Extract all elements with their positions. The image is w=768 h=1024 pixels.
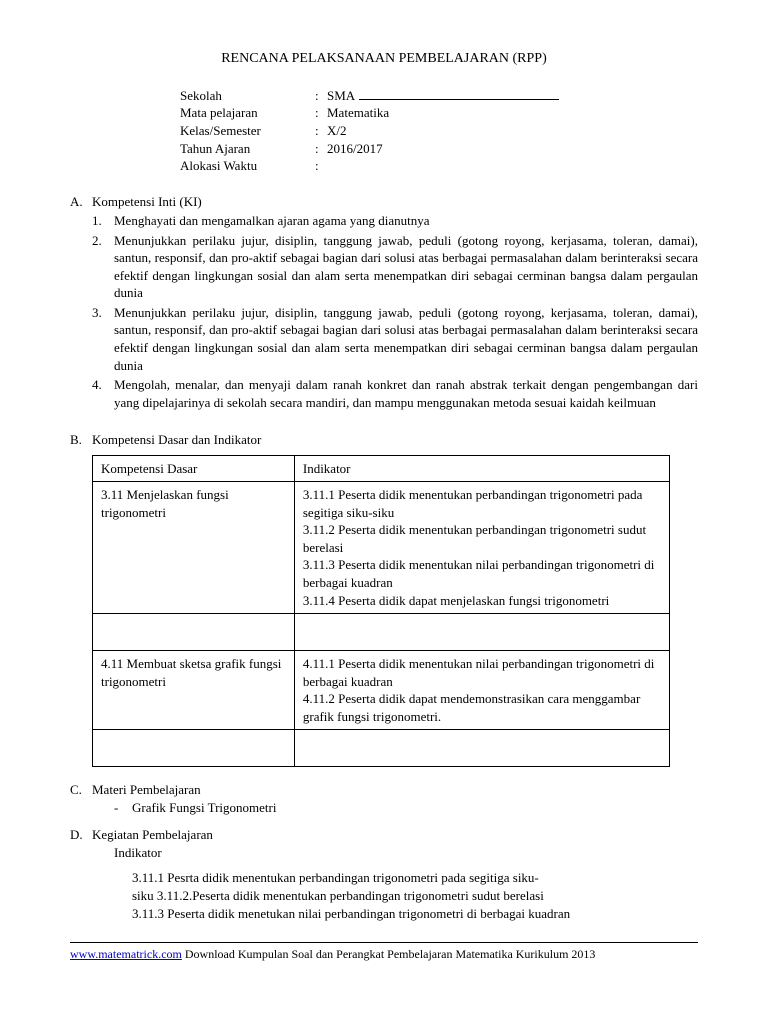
table-cell-indikator: 3.11.1 Peserta didik menentukan perbandi… — [294, 482, 669, 614]
indikator-line: 3.11.2 Peserta didik menentukan perbandi… — [303, 521, 661, 556]
meta-tahun-value: 2016/2017 — [327, 140, 698, 158]
section-letter: A. — [70, 193, 92, 414]
section-d: D. Kegiatan Pembelajaran Indikator 3.11.… — [70, 826, 698, 922]
ki-item: Menunjukkan perilaku jujur, disiplin, ta… — [114, 304, 698, 374]
colon: : — [315, 157, 327, 175]
indikator-d-line: siku 3.11.2.Peserta didik menentukan per… — [132, 887, 698, 905]
meta-mapel-value: Matematika — [327, 104, 698, 122]
meta-alokasi-label: Alokasi Waktu — [180, 157, 315, 175]
meta-kelas-value: X/2 — [327, 122, 698, 140]
table-cell-indikator: 4.11.1 Peserta didik menentukan nilai pe… — [294, 651, 669, 730]
ki-item: Menunjukkan perilaku jujur, disiplin, ta… — [114, 232, 698, 302]
meta-block: Sekolah : SMA Mata pelajaran : Matematik… — [180, 87, 698, 175]
list-number: 3. — [92, 304, 114, 374]
section-c-heading: Materi Pembelajaran — [92, 781, 698, 799]
section-d-sub: Indikator — [114, 844, 698, 862]
table-header: Indikator — [294, 455, 669, 482]
footer-link[interactable]: www.matematrick.com — [70, 947, 182, 961]
indikator-line: 4.11.2 Peserta didik dapat mendemonstras… — [303, 690, 661, 725]
section-a: A. Kompetensi Inti (KI) 1.Menghayati dan… — [70, 193, 698, 414]
section-a-heading: Kompetensi Inti (KI) — [92, 193, 698, 211]
section-c: C. Materi Pembelajaran - Grafik Fungsi T… — [70, 781, 698, 816]
table-cell-kd: 3.11 Menjelaskan fungsi trigonometri — [93, 482, 295, 614]
footer: www.matematrick.com Download Kumpulan So… — [70, 942, 698, 962]
document-title: RENCANA PELAKSANAAN PEMBELAJARAN (RPP) — [70, 50, 698, 69]
table-cell-kd: 4.11 Membuat sketsa grafik fungsi trigon… — [93, 651, 295, 730]
section-b-heading: Kompetensi Dasar dan Indikator — [92, 431, 698, 449]
section-letter: D. — [70, 826, 92, 922]
section-letter: B. — [70, 431, 92, 449]
indikator-line: 4.11.1 Peserta didik menentukan nilai pe… — [303, 655, 661, 690]
section-d-heading: Kegiatan Pembelajaran — [92, 826, 698, 844]
section-b: B. Kompetensi Dasar dan Indikator — [70, 431, 698, 449]
indikator-line: 3.11.3 Peserta didik menentukan nilai pe… — [303, 556, 661, 591]
meta-alokasi-value — [327, 157, 698, 175]
kd-table: Kompetensi Dasar Indikator 3.11 Menjelas… — [92, 455, 670, 768]
colon: : — [315, 87, 327, 105]
colon: : — [315, 104, 327, 122]
indikator-line: 3.11.1 Peserta didik menentukan perbandi… — [303, 486, 661, 521]
ki-item: Menghayati dan mengamalkan ajaran agama … — [114, 212, 698, 230]
meta-tahun-label: Tahun Ajaran — [180, 140, 315, 158]
indikator-line: 3.11.4 Peserta didik dapat menjelaskan f… — [303, 592, 661, 610]
section-letter: C. — [70, 781, 92, 816]
ki-item: Mengolah, menalar, dan menyaji dalam ran… — [114, 376, 698, 411]
footer-text: Download Kumpulan Soal dan Perangkat Pem… — [182, 947, 596, 961]
colon: : — [315, 140, 327, 158]
meta-sekolah-value: SMA — [327, 87, 698, 105]
dash-bullet: - — [114, 799, 132, 817]
materi-item: Grafik Fungsi Trigonometri — [132, 799, 276, 817]
meta-sekolah-label: Sekolah — [180, 87, 315, 105]
list-number: 4. — [92, 376, 114, 411]
colon: : — [315, 122, 327, 140]
meta-kelas-label: Kelas/Semester — [180, 122, 315, 140]
meta-mapel-label: Mata pelajaran — [180, 104, 315, 122]
indikator-d-line: 3.11.3 Peserta didik menetukan nilai per… — [132, 905, 698, 923]
list-number: 2. — [92, 232, 114, 302]
indikator-d-line: 3.11.1 Pesrta didik menentukan perbandin… — [132, 869, 698, 887]
table-header: Kompetensi Dasar — [93, 455, 295, 482]
list-number: 1. — [92, 212, 114, 230]
